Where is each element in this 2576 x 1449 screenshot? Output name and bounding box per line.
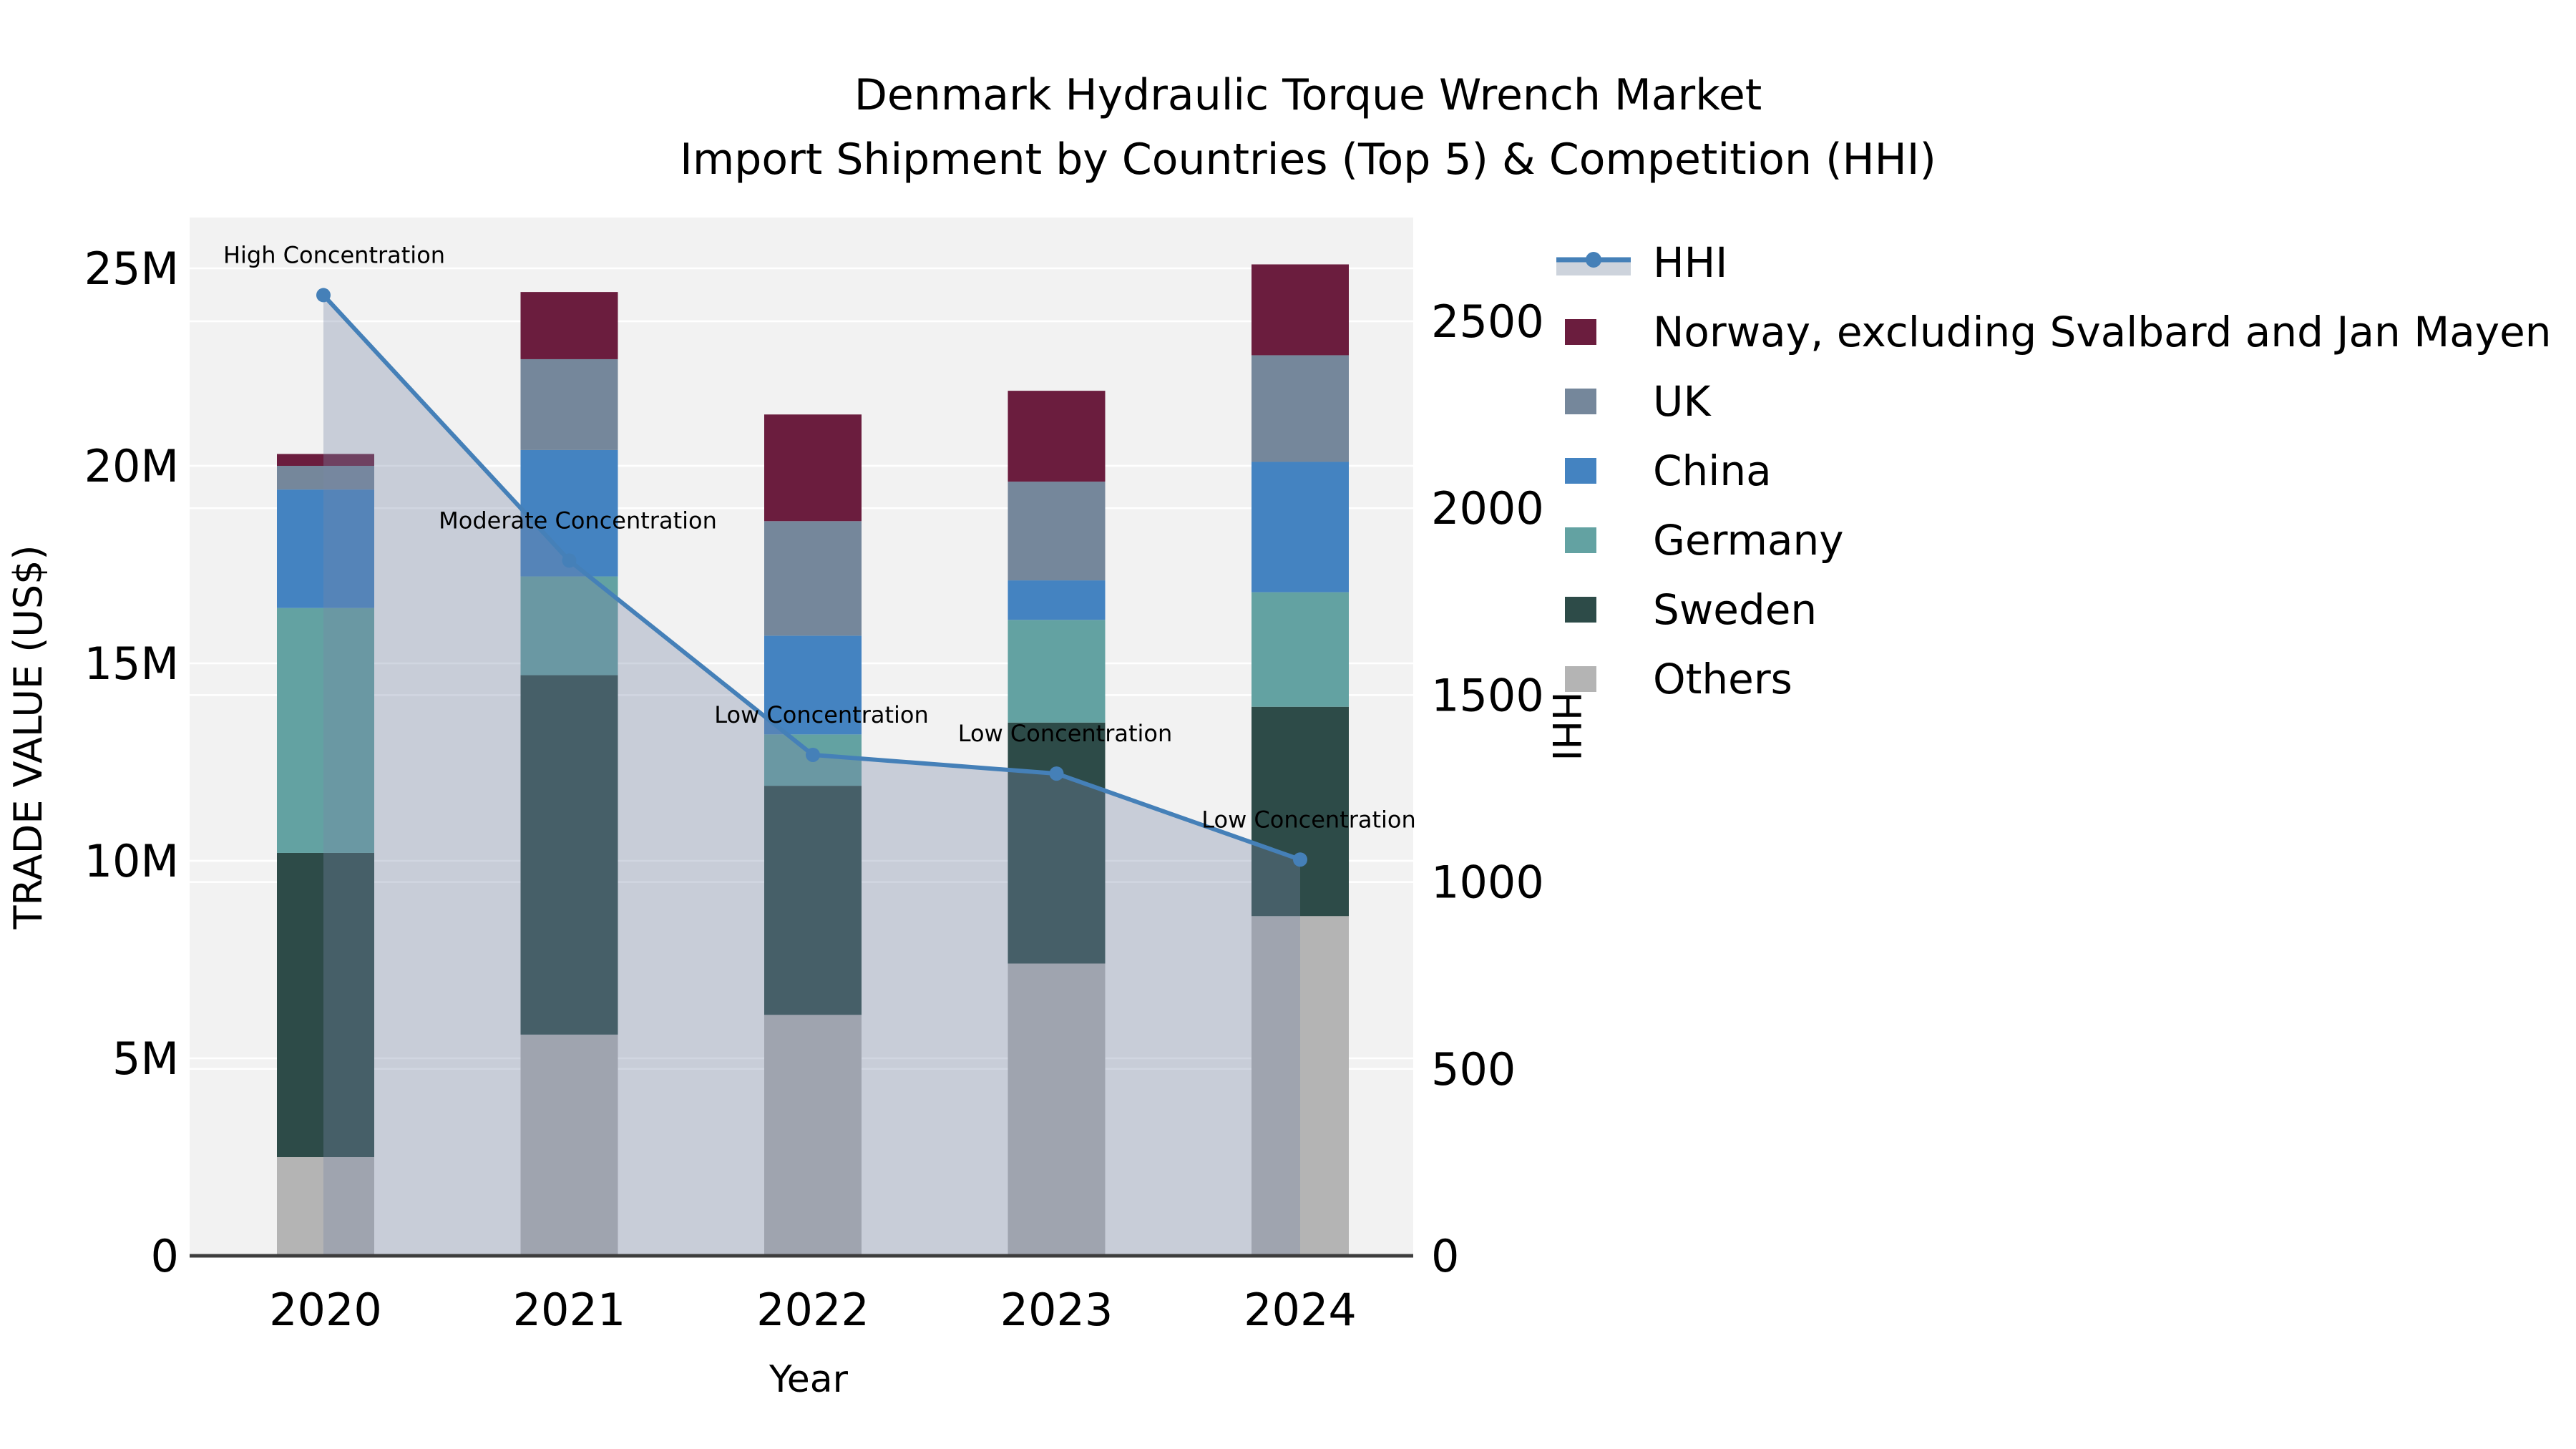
annotation-2024: Low Concentration (1201, 806, 1416, 833)
legend-swatch-icon (1556, 316, 1642, 348)
bar-segment-2024-uk (1252, 355, 1349, 462)
x-tick-2020: 2020 (269, 1284, 382, 1336)
left-axis-title: TRADE VALUE (US$) (6, 545, 51, 930)
annotation-2022: Low Concentration (714, 701, 929, 728)
bar-segment-2022-uk (764, 521, 862, 636)
legend-label: Others (1653, 654, 1792, 703)
legend-label: Norway, excluding Svalbard and Jan Mayen (1653, 307, 2552, 356)
chart-title-line2: Import Shipment by Countries (Top 5) & C… (680, 135, 1936, 185)
legend-item-others: Others (1556, 644, 2552, 713)
bar-segment-2021-germany (520, 576, 618, 675)
right-tick-1000: 1000 (1431, 857, 1544, 909)
chart-title: Denmark Hydraulic Torque Wrench Market I… (680, 63, 1936, 192)
right-axis-title: HHI (1543, 691, 1589, 761)
hhi-line-icon (1556, 247, 1642, 278)
legend-swatch-icon (1556, 594, 1642, 625)
legend-label: UK (1653, 376, 1711, 426)
right-tick-2000: 2000 (1431, 482, 1544, 535)
hhi-marker-2020 (316, 288, 331, 303)
annotation-2020: High Concentration (223, 241, 445, 268)
bar-segment-2021-uk (520, 358, 618, 450)
left-tick-0: 0 (151, 1230, 179, 1282)
legend-item-germany: Germany (1556, 505, 2552, 575)
legend-swatch-icon (1556, 663, 1642, 695)
bar-segment-2022-others (764, 1015, 862, 1256)
legend-swatch-icon (1556, 455, 1642, 487)
bar-segment-2024-china (1252, 462, 1349, 592)
bar-segment-2020-uk (277, 466, 374, 490)
bar-segment-2023-others (1008, 963, 1106, 1256)
color-swatch (1565, 665, 1596, 692)
bar-segment-2020-norway (277, 454, 374, 466)
legend: HHI Norway, excluding Svalbard and Jan Ma… (1556, 228, 2552, 713)
bar-segment-2020-germany (277, 608, 374, 853)
legend-item-uk: UK (1556, 366, 2552, 436)
hhi-marker-2023 (1049, 766, 1064, 781)
annotation-2023: Low Concentration (958, 720, 1173, 747)
x-axis-title: Year (769, 1358, 849, 1401)
color-swatch (1565, 457, 1596, 484)
bar-segment-2023-china (1008, 580, 1106, 620)
color-swatch (1565, 527, 1596, 553)
left-tick-5M: 5M (112, 1033, 179, 1085)
legend-label: China (1653, 446, 1772, 495)
x-tick-2021: 2021 (513, 1284, 626, 1336)
bar-segment-2023-sweden (1008, 722, 1106, 964)
x-tick-2024: 2024 (1244, 1284, 1357, 1336)
left-tick-20M: 20M (84, 440, 179, 492)
right-tick-1500: 1500 (1431, 669, 1544, 721)
bar-segment-2024-others (1252, 916, 1349, 1256)
legend-label: Sweden (1653, 585, 1818, 634)
bar-segment-2024-sweden (1252, 706, 1349, 917)
legend-label: Germany (1653, 515, 1844, 565)
right-tick-2500: 2500 (1431, 296, 1544, 348)
x-tick-2023: 2023 (1000, 1284, 1113, 1336)
left-tick-15M: 15M (84, 638, 179, 690)
hhi-area-fill (323, 295, 1300, 1256)
bar-segment-2023-norway (1008, 391, 1106, 482)
bar-segment-2020-china (277, 489, 374, 608)
right-tick-0: 0 (1431, 1230, 1459, 1282)
chart-title-line1: Denmark Hydraulic Torque Wrench Market (854, 70, 1762, 120)
legend-label: HHI (1653, 238, 1728, 287)
bar-segment-2021-norway (520, 292, 618, 359)
legend-item-hhi: HHI (1556, 228, 2552, 297)
bar-segment-2022-norway (764, 414, 862, 522)
legend-item-sweden: Sweden (1556, 575, 2552, 644)
legend-item-china: China (1556, 436, 2552, 505)
bar-segment-2023-germany (1008, 620, 1106, 723)
bar-series (277, 264, 1349, 1256)
bar-segment-2020-others (277, 1157, 374, 1256)
legend-item-norway: Norway, excluding Svalbard and Jan Mayen (1556, 297, 2552, 366)
bar-segment-2024-norway (1252, 264, 1349, 356)
bar-segment-2024-germany (1252, 592, 1349, 707)
bar-segment-2022-sweden (764, 786, 862, 1015)
bar-segment-2022-china (764, 635, 862, 735)
left-tick-10M: 10M (84, 835, 179, 887)
color-swatch (1565, 318, 1596, 345)
bar-segment-2021-others (520, 1034, 618, 1256)
x-tick-2022: 2022 (756, 1284, 869, 1336)
hhi-marker-2024 (1293, 852, 1307, 867)
left-tick-25M: 25M (84, 243, 179, 295)
bar-segment-2023-uk (1008, 482, 1106, 581)
color-swatch (1565, 596, 1596, 623)
annotation-2021: Moderate Concentration (439, 507, 717, 534)
hhi-marker-2021 (562, 553, 577, 568)
legend-swatch-icon (1556, 386, 1642, 417)
bar-segment-2021-sweden (520, 675, 618, 1035)
legend-swatch-icon (1556, 525, 1642, 556)
right-tick-500: 500 (1431, 1043, 1516, 1096)
hhi-marker-2022 (806, 747, 820, 762)
color-swatch (1565, 388, 1596, 414)
bar-segment-2020-sweden (277, 852, 374, 1157)
